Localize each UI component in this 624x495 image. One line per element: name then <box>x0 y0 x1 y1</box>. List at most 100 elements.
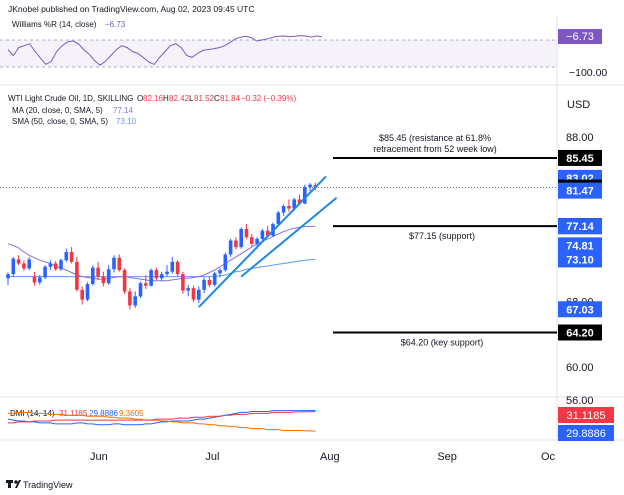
dmi-legend-v1: 31.1185 <box>59 409 88 418</box>
candle-body <box>38 277 42 283</box>
time-axis-label-3: Sep <box>437 451 457 463</box>
price-badge-bg <box>558 251 602 268</box>
candle-body <box>133 296 137 306</box>
candle-body <box>197 289 201 300</box>
ohlc-h-value: 82.42 <box>169 94 190 103</box>
dmi-line-0 <box>7 409 316 426</box>
ohlc-legend: O 82.16 H 82.42 L 81.52 C 81.84 −0.32 (−… <box>137 94 296 103</box>
price-badge-text: 77.14 <box>566 221 594 233</box>
candle-35 <box>191 285 196 303</box>
candle-43 <box>234 237 238 250</box>
candle-20 <box>112 255 116 273</box>
candle-body <box>186 288 190 291</box>
candle-45 <box>244 224 249 239</box>
williams-line <box>7 35 323 66</box>
candle-body <box>6 274 10 279</box>
williams-band <box>0 40 557 67</box>
publisher-text: JKnobel published on TradingView.com, Au… <box>8 4 255 14</box>
candle-19 <box>106 265 111 285</box>
price-badge-8: 67.03 <box>558 301 602 318</box>
williams-min-label: −100.00 <box>569 67 607 79</box>
candlesticks <box>6 182 318 310</box>
candle-38 <box>207 276 212 288</box>
candle-body <box>218 270 222 274</box>
candle-52 <box>281 204 286 216</box>
candle-body <box>53 263 58 270</box>
candle-46 <box>250 233 254 247</box>
candle-body <box>303 187 307 204</box>
candle-body <box>91 267 95 285</box>
candle-7 <box>43 265 47 280</box>
candle-25 <box>138 281 143 298</box>
candle-body <box>149 270 153 286</box>
price-badge-5: 77.14 <box>558 218 602 235</box>
price-badge-text: 81.47 <box>566 186 594 198</box>
candle-6 <box>38 275 42 285</box>
candle-body <box>244 229 249 238</box>
ohlc-l-value: 81.52 <box>194 94 215 103</box>
candle-29 <box>159 271 164 281</box>
price-badge-text: 64.20 <box>566 328 594 340</box>
candle-body <box>276 212 281 225</box>
dmi-badge-2-text: 29.8886 <box>566 428 606 440</box>
ma20-legend: MA (20, close, 0, SMA, 5) <box>12 106 103 115</box>
candle-8 <box>48 260 53 271</box>
candle-body <box>59 260 63 270</box>
candle-body <box>22 263 26 269</box>
candle-body <box>297 199 302 204</box>
price-badge-0: 85.45 <box>558 149 602 166</box>
candle-body <box>170 261 175 272</box>
candle-body <box>112 257 116 270</box>
time-axis-label-4: Oc <box>541 451 556 463</box>
candle-31 <box>170 256 175 274</box>
candle-body <box>32 276 37 283</box>
candle-body <box>228 240 233 255</box>
candle-body <box>85 284 90 300</box>
candle-body <box>191 288 196 300</box>
candle-body <box>106 269 111 284</box>
trendline-0 <box>198 175 327 308</box>
candle-17 <box>96 261 100 280</box>
candle-body <box>250 237 254 244</box>
price-badge-bg <box>558 324 602 341</box>
candle-36 <box>197 286 201 303</box>
dmi-legend-v3: 9.3605 <box>119 409 144 418</box>
time-axis-label-0: Jun <box>90 451 108 463</box>
dmi-legend-v2: 29.8886 <box>89 409 118 418</box>
candle-body <box>138 283 143 297</box>
symbol-legend: WTI Light Crude Oil, 1D, SKILLING <box>8 94 133 103</box>
candle-body <box>96 267 100 277</box>
candle-body <box>281 206 286 213</box>
candle-body <box>159 274 164 279</box>
candle-57 <box>308 183 312 192</box>
currency-label: USD <box>567 99 590 111</box>
price-axis-label-3: 56.00 <box>566 395 594 407</box>
candle-28 <box>154 267 159 280</box>
candle-body <box>255 238 259 244</box>
candle-body <box>181 274 185 291</box>
trendline-1 <box>240 197 338 278</box>
dmi-line-1 <box>8 411 316 432</box>
candle-32 <box>175 260 180 277</box>
candle-48 <box>260 229 265 242</box>
williams-legend-value: −6.73 <box>105 20 126 29</box>
candle-body <box>75 261 79 290</box>
price-badge-bg <box>558 149 602 166</box>
candle-body <box>234 240 238 248</box>
candle-body <box>265 230 270 236</box>
time-axis-label-1: Jul <box>205 451 219 463</box>
price-badge-3: 81.47 <box>558 182 602 199</box>
footer-brand: TradingView <box>23 480 73 490</box>
ma20-legend-value: 77.14 <box>113 106 134 115</box>
candle-body <box>308 184 312 188</box>
candle-body <box>223 254 228 271</box>
candle-41 <box>223 252 228 272</box>
candle-body <box>117 257 122 271</box>
price-badges: 85.4583.0281.8481.4777.1577.1474.8173.10… <box>558 149 602 341</box>
candle-0 <box>6 272 10 285</box>
candle-15 <box>85 282 90 302</box>
ohlc-c-label: C <box>214 94 220 103</box>
price-badge-text: 67.03 <box>566 304 594 316</box>
ohlc-o-label: O <box>137 94 143 103</box>
